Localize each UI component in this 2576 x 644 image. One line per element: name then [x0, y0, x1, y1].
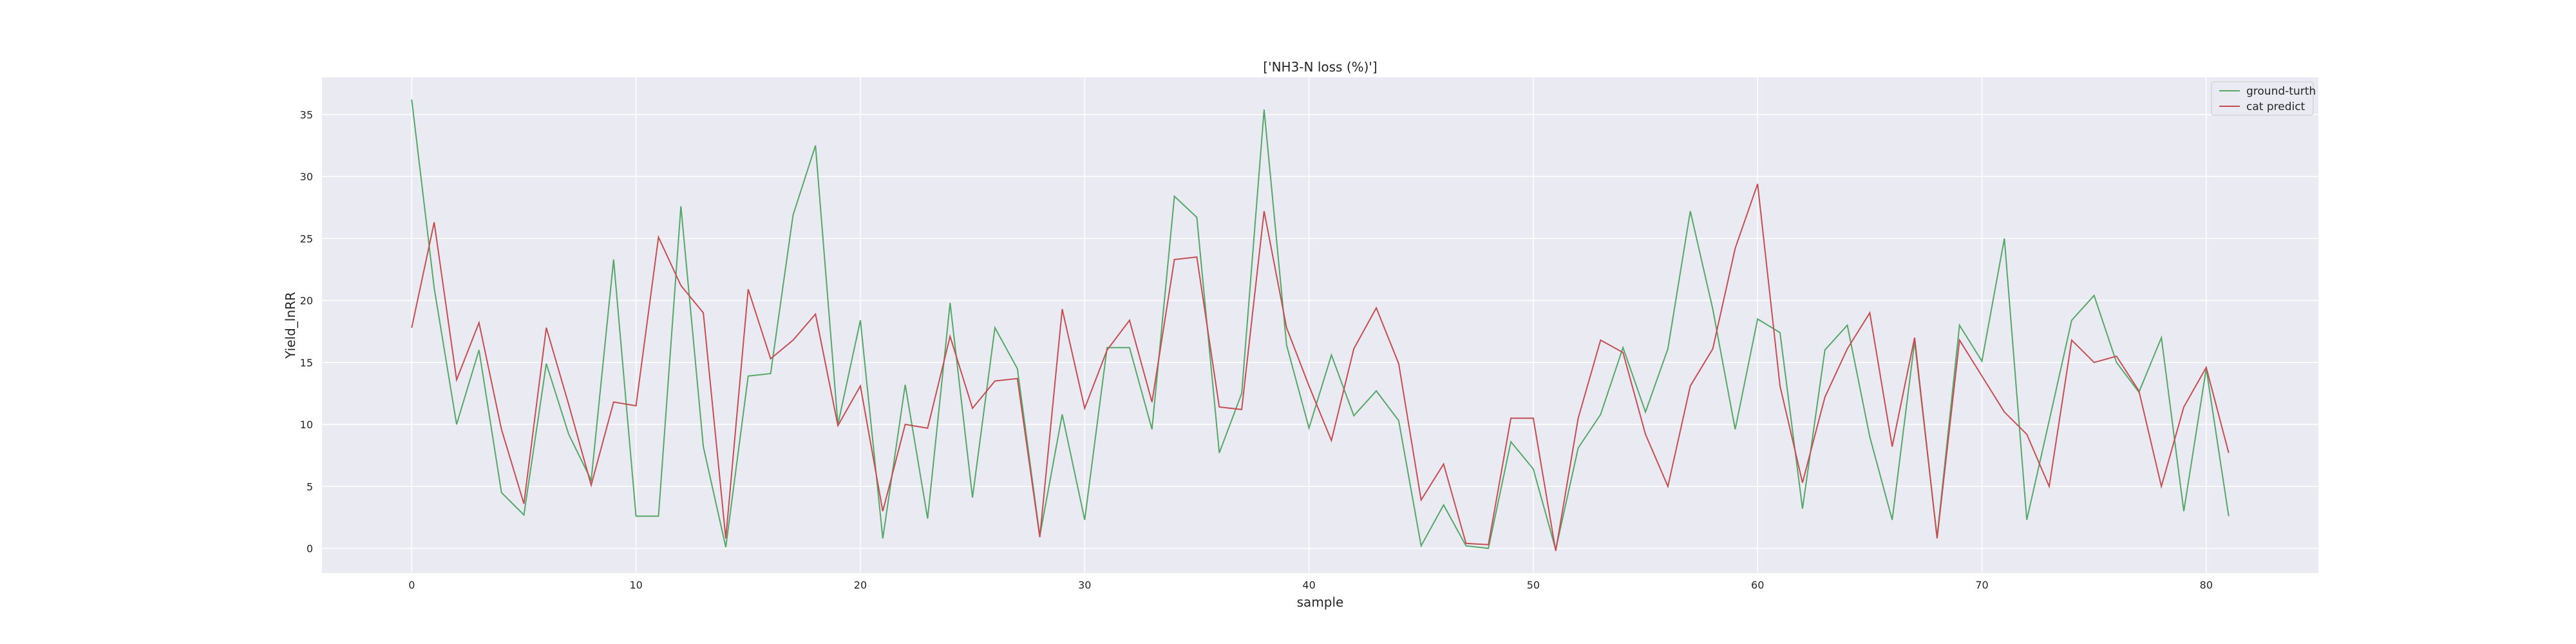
y-axis-label: Yield_lnRR: [283, 292, 298, 359]
x-tick-label: 70: [1975, 579, 1988, 591]
y-tick-label: 20: [300, 295, 313, 307]
x-axis-label: sample: [1297, 594, 1344, 610]
y-tick-label: 35: [300, 109, 313, 121]
y-tick-label: 0: [307, 543, 313, 555]
y-tick-label: 10: [300, 419, 313, 431]
plot-background: [322, 77, 2318, 573]
legend: ground-turth cat predict: [2211, 81, 2316, 116]
chart-title: ['NH3-N loss (%)']: [1263, 59, 1377, 75]
x-tick-label: 50: [1527, 579, 1540, 591]
series-line-cat-predict: [411, 184, 2230, 551]
x-tick-label: 30: [1078, 579, 1091, 591]
legend-label-ground-turth: ground-turth: [2246, 85, 2316, 98]
x-tick-label: 60: [1751, 579, 1764, 591]
y-tick-label: 5: [307, 480, 313, 493]
x-tick-label: 0: [408, 579, 415, 591]
y-tick-label: 15: [300, 357, 313, 369]
series-lines: [411, 99, 2230, 551]
y-tick-label: 25: [300, 232, 313, 245]
x-tick-label: 40: [1302, 579, 1315, 591]
x-tick-label: 80: [2200, 579, 2213, 591]
y-ticks: 0 5 10 15 20 25 30 35: [300, 109, 313, 555]
x-ticks: 0 10 20 30 40 50 60 70 80: [408, 579, 2213, 591]
grid: [322, 77, 2318, 573]
x-tick-label: 10: [629, 579, 642, 591]
legend-label-cat-predict: cat predict: [2246, 100, 2306, 113]
x-tick-label: 20: [854, 579, 867, 591]
y-tick-label: 30: [300, 171, 313, 183]
